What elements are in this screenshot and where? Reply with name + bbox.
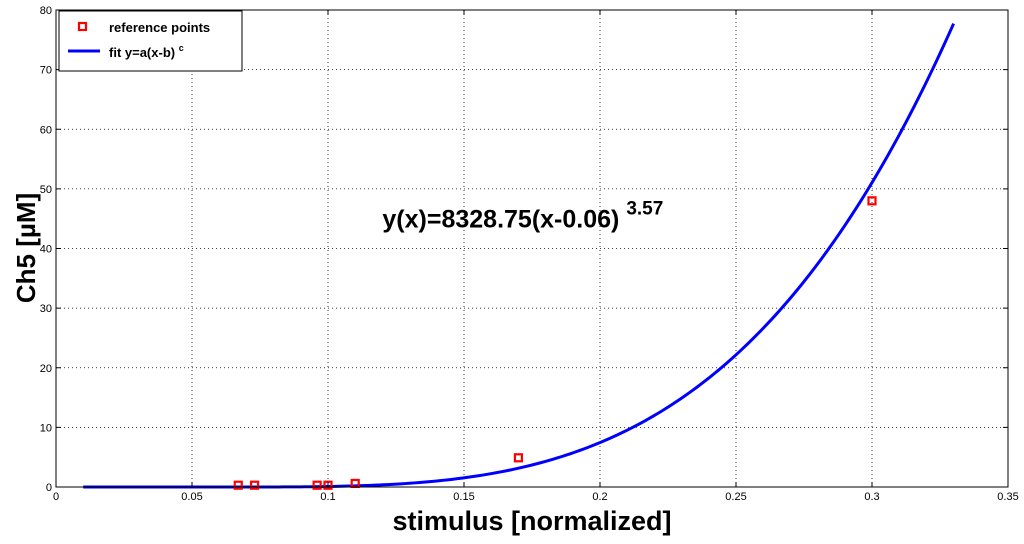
legend-label-fit: fit y=a(x-b) c <box>109 43 184 60</box>
y-tick-label: 0 <box>46 482 52 494</box>
y-tick-label: 30 <box>40 303 52 315</box>
reference-point-marker <box>312 480 322 490</box>
x-tick-label: 0 <box>53 491 59 503</box>
legend-fit-superscript: c <box>179 43 184 53</box>
tick-layer: 0 0.05 0.1 0.15 0.2 0.25 0.3 0.35 0 10 20 30 40 50 60 7… <box>40 5 1019 503</box>
y-tick-label: 60 <box>40 124 52 136</box>
legend-fit-text: fit y=a(x-b) <box>109 45 175 60</box>
x-tick-label: 0.15 <box>453 491 474 503</box>
marker-layer <box>233 196 877 490</box>
curve-layer <box>83 22 955 489</box>
x-tick-label: 0.2 <box>592 491 607 503</box>
legend: reference points fit y=a(x-b) c <box>58 10 243 72</box>
legend-box <box>58 10 243 72</box>
y-axis-label: Ch5 [µM] <box>11 193 41 303</box>
grid-layer <box>56 10 1008 487</box>
x-tick-label: 0.05 <box>181 491 202 503</box>
reference-point-marker <box>513 453 524 463</box>
fit-equation-exponent: 3.57 <box>626 199 663 220</box>
y-tick-label: 80 <box>40 5 52 17</box>
x-axis-label: stimulus [normalized] <box>392 506 671 536</box>
fit-curve-line <box>83 22 955 489</box>
fit-equation-text: y(x)=8328.75(x-0.06) <box>382 206 619 234</box>
y-tick-label: 50 <box>40 184 52 196</box>
y-tick-label: 10 <box>40 422 52 434</box>
reference-point-marker <box>323 480 333 490</box>
reference-point-marker <box>350 478 360 489</box>
x-tick-label: 0.35 <box>997 491 1018 503</box>
y-tick-label: 70 <box>40 65 52 77</box>
legend-label-reference-points: reference points <box>109 20 210 35</box>
reference-point-marker <box>249 480 260 490</box>
x-tick-label: 0.25 <box>725 491 746 503</box>
x-tick-label: 0.3 <box>864 491 879 503</box>
x-tick-label: 0.1 <box>320 491 335 503</box>
y-tick-label: 20 <box>40 363 52 375</box>
y-tick-label: 40 <box>40 244 52 256</box>
legend-marker-icon <box>77 21 88 32</box>
reference-point-marker <box>867 196 877 206</box>
reference-point-marker <box>233 480 243 490</box>
fit-equation-annotation: y(x)=8328.75(x-0.06) 3.57 <box>382 199 663 234</box>
